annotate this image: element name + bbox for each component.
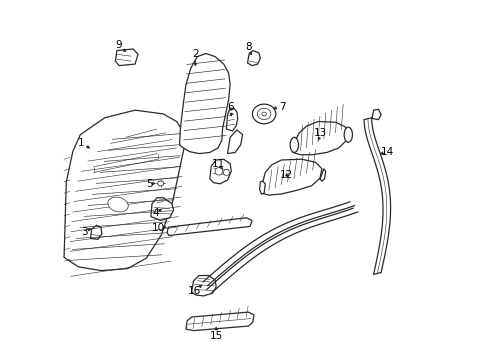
Text: 6: 6 xyxy=(226,102,233,112)
Text: 4: 4 xyxy=(152,208,159,218)
Text: 2: 2 xyxy=(192,49,198,59)
Circle shape xyxy=(223,170,229,175)
Text: 8: 8 xyxy=(245,42,252,52)
Polygon shape xyxy=(261,159,321,195)
Polygon shape xyxy=(115,49,138,66)
Text: 10: 10 xyxy=(152,223,164,233)
Text: 12: 12 xyxy=(280,170,293,180)
Ellipse shape xyxy=(257,108,270,120)
Text: 7: 7 xyxy=(278,102,285,112)
Polygon shape xyxy=(226,108,237,131)
Ellipse shape xyxy=(262,112,266,116)
Ellipse shape xyxy=(252,104,275,124)
Circle shape xyxy=(215,167,222,175)
Text: 13: 13 xyxy=(313,128,326,138)
Polygon shape xyxy=(151,198,173,220)
Polygon shape xyxy=(191,275,216,296)
Text: 1: 1 xyxy=(78,138,84,148)
Ellipse shape xyxy=(289,138,298,152)
Ellipse shape xyxy=(157,181,163,186)
Text: 15: 15 xyxy=(209,331,223,341)
Polygon shape xyxy=(371,109,380,120)
Polygon shape xyxy=(179,54,230,154)
Polygon shape xyxy=(319,169,325,181)
Polygon shape xyxy=(227,130,242,154)
Text: 14: 14 xyxy=(380,148,393,157)
Ellipse shape xyxy=(344,127,352,142)
Text: 9: 9 xyxy=(116,40,122,50)
Text: 11: 11 xyxy=(211,159,224,169)
Ellipse shape xyxy=(108,197,128,212)
Polygon shape xyxy=(292,121,347,155)
Polygon shape xyxy=(64,110,183,271)
Text: 3: 3 xyxy=(81,227,87,237)
Text: 16: 16 xyxy=(188,285,201,296)
Polygon shape xyxy=(167,218,251,235)
Text: 5: 5 xyxy=(146,179,152,189)
Polygon shape xyxy=(259,181,264,194)
Polygon shape xyxy=(247,50,260,66)
Polygon shape xyxy=(90,225,102,239)
Polygon shape xyxy=(185,312,253,330)
Polygon shape xyxy=(209,159,231,184)
